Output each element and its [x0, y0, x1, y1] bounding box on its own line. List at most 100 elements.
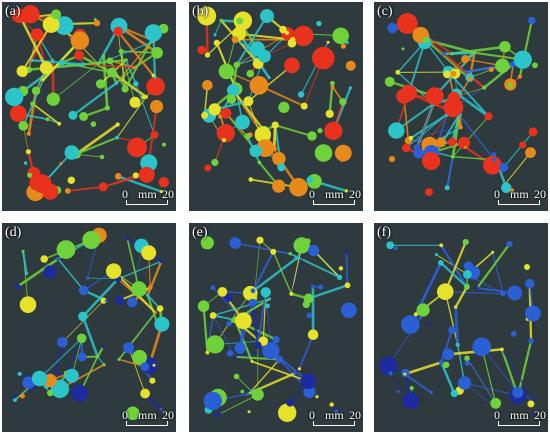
pore [102, 363, 106, 367]
pore [56, 240, 76, 259]
pore [147, 285, 153, 290]
pore [464, 283, 470, 290]
pore [483, 155, 502, 175]
pore [293, 371, 297, 375]
throat [455, 92, 490, 118]
pore [257, 49, 271, 63]
pore [443, 70, 451, 79]
pore [127, 137, 147, 158]
pore [506, 241, 513, 248]
throat [502, 152, 531, 187]
pore [528, 16, 536, 25]
throat [126, 238, 140, 290]
pore [528, 338, 534, 344]
pore [484, 112, 493, 121]
pore [463, 145, 467, 149]
pore [95, 79, 106, 89]
scale-bar: 0 mm 20 [309, 187, 361, 209]
pore [306, 176, 314, 184]
pore [272, 152, 286, 166]
pore [18, 120, 29, 131]
scale-start-label: 0 [494, 408, 500, 422]
pore [107, 67, 117, 78]
pore [344, 282, 351, 289]
throat [481, 346, 519, 393]
pore-network-render [384, 13, 538, 197]
panel-label: (d) [5, 225, 22, 240]
pore [501, 185, 505, 189]
pore [348, 86, 352, 90]
pore [338, 266, 344, 271]
pore [488, 67, 494, 73]
throat [212, 298, 270, 317]
pore [254, 126, 271, 143]
pore [233, 61, 240, 69]
scale-bar: 0 mm 20 [494, 187, 546, 209]
throat [125, 59, 137, 85]
pore [438, 260, 444, 266]
throat [83, 63, 135, 69]
throat [238, 33, 271, 79]
throat [516, 340, 533, 396]
pore [289, 291, 294, 296]
pore [98, 182, 108, 192]
throat [405, 113, 448, 149]
pore [314, 144, 333, 162]
pore [454, 305, 458, 309]
pore [439, 243, 444, 248]
throat [404, 361, 442, 376]
pore [396, 390, 400, 393]
pore [115, 295, 125, 305]
pore [344, 189, 348, 193]
throat [440, 262, 468, 288]
pore [9, 105, 27, 122]
scale-end-label: 20 [162, 408, 174, 422]
pore [339, 98, 347, 106]
pore [126, 406, 140, 421]
pore-network-render [12, 227, 170, 421]
throat [250, 359, 280, 392]
pore [156, 305, 164, 312]
pore [64, 188, 71, 194]
pore [129, 96, 141, 108]
pore [307, 329, 319, 340]
throats [389, 20, 534, 189]
pore [277, 163, 286, 172]
pore [464, 355, 470, 361]
pore [307, 131, 317, 141]
throat [345, 252, 349, 286]
pore [400, 84, 417, 102]
pore [197, 6, 217, 26]
pore [344, 250, 349, 255]
pore [151, 73, 155, 78]
pore [249, 389, 253, 393]
pore [442, 348, 454, 361]
pore [512, 386, 524, 398]
pore [96, 62, 101, 66]
pore [388, 156, 396, 163]
pore [510, 330, 517, 337]
pore [457, 136, 471, 149]
pore [12, 394, 17, 399]
pore [451, 154, 455, 159]
throat [503, 131, 534, 168]
pore [472, 51, 477, 55]
pore [507, 82, 513, 88]
pore [31, 86, 41, 96]
pore [209, 312, 217, 319]
pore [444, 185, 450, 191]
pore [418, 315, 423, 320]
pore [341, 302, 357, 318]
pore [336, 274, 343, 280]
pore [106, 263, 122, 279]
pore [150, 130, 159, 139]
pore [226, 94, 237, 105]
throat [443, 51, 475, 56]
pore [416, 303, 430, 317]
pore [527, 400, 535, 408]
pore [443, 97, 464, 118]
pore [482, 85, 487, 90]
throat [83, 58, 127, 66]
scale-start-label: 0 [122, 187, 128, 201]
pore [248, 298, 257, 307]
